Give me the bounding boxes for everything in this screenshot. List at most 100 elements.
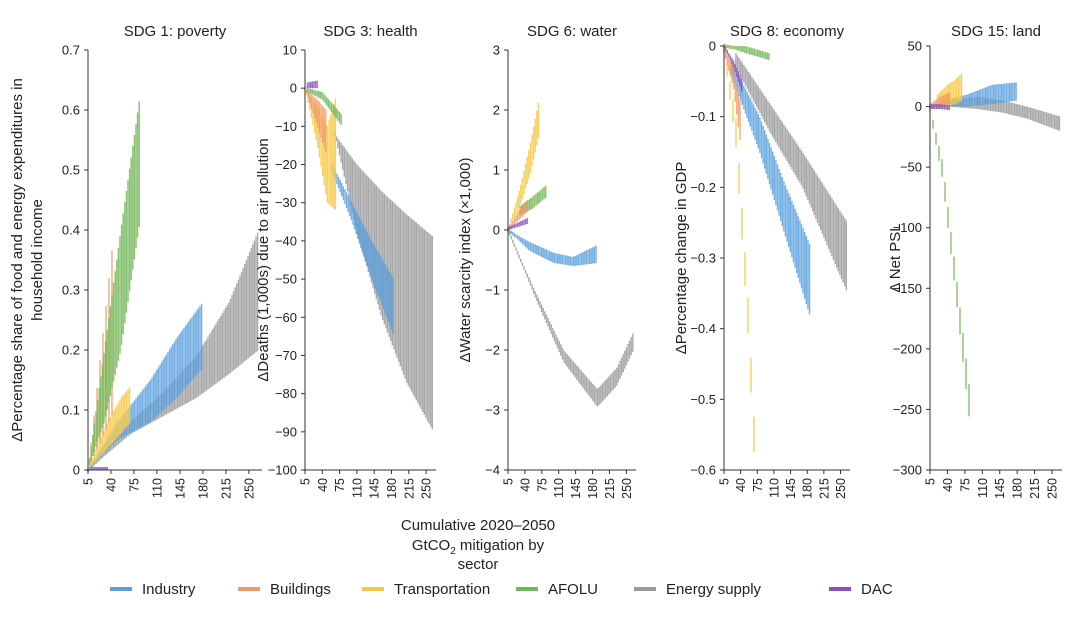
y-tick-label: −150 — [893, 281, 922, 296]
y-tick-label: 1 — [493, 163, 500, 178]
x-tick-label: 180 — [385, 478, 399, 499]
legend-label: Buildings — [270, 581, 331, 598]
y-tick-label: −3 — [485, 403, 500, 418]
panel-title: SDG 1: poverty — [124, 23, 227, 40]
x-tick-label: 215 — [402, 478, 416, 499]
x-tick-label: 215 — [603, 478, 617, 499]
y-tick-label: −60 — [275, 310, 297, 325]
x-tick-label: 40 — [941, 478, 955, 492]
x-axis-label-mitigation: mitigation by — [456, 537, 545, 554]
y-tick-label: 3 — [493, 43, 500, 58]
series-energy-supply — [735, 53, 847, 291]
x-tick-label: 5 — [502, 478, 516, 485]
series-afolu — [929, 106, 970, 417]
y-tick-label: −200 — [893, 341, 922, 356]
x-tick-label: 145 — [784, 478, 798, 499]
x-tick-label: 75 — [751, 478, 765, 492]
y-tick-label: 0 — [493, 223, 500, 238]
series-afolu — [87, 101, 140, 472]
y-tick-label: −50 — [275, 272, 297, 287]
y-tick-label: −0.2 — [690, 180, 716, 195]
y-tick-label: −0.4 — [690, 321, 716, 336]
x-tick-label: 40 — [104, 478, 118, 492]
y-axis-label: household income — [29, 199, 46, 321]
series-dac — [306, 80, 318, 89]
x-tick-label: 145 — [368, 478, 382, 499]
x-tick-label: 180 — [196, 478, 210, 499]
legend-label: AFOLU — [548, 581, 598, 598]
x-tick-label: 5 — [924, 478, 938, 485]
series-energy-supply — [507, 228, 634, 407]
x-axis-label-gtco: GtCO — [412, 537, 450, 554]
x-tick-label: 215 — [1028, 478, 1042, 499]
panel-1: SDG 1: poverty 0 0.1 0.2 0.3 0.4 0.5 0.6 0.7 5 40 7… — [9, 23, 262, 499]
y-tick-label: −0.6 — [690, 463, 716, 478]
panel-2: SDG 3: health 10 0 −10 −20 −30 −40 −50 −60 −70 −80… — [255, 23, 436, 499]
series-dac — [929, 104, 950, 111]
x-tick-label: 75 — [535, 478, 549, 492]
y-tick-label: 0.7 — [62, 43, 80, 58]
x-axis-label-line-2: GtCO2 mitigation by — [412, 537, 545, 557]
series-buildings — [723, 46, 741, 140]
y-tick-label: 10 — [283, 43, 297, 58]
x-tick-label: 180 — [801, 478, 815, 499]
x-tick-label: 110 — [150, 478, 164, 498]
series-afolu — [723, 44, 770, 60]
y-tick-label: 0 — [915, 99, 922, 114]
panel-title: SDG 6: water — [527, 23, 617, 40]
y-tick-label: −50 — [900, 160, 922, 175]
y-tick-label: 0.5 — [62, 163, 80, 178]
panel-title: SDG 15: land — [951, 23, 1041, 40]
panel-4: SDG 8: economy 0 −0.1 −0.2 −0.3 −0.4 −0.5 −0.65… — [673, 23, 850, 499]
y-axis-label: Δ Net PSL — [887, 223, 904, 292]
series-industry — [730, 60, 811, 315]
x-tick-label: 180 — [1011, 478, 1025, 499]
y-tick-label: −1 — [485, 283, 500, 298]
y-axis-label: ΔWater scarcity index (×1,000) — [457, 158, 474, 363]
y-tick-label: 0 — [290, 81, 297, 96]
x-tick-label: 250 — [420, 478, 434, 499]
series-transportation — [507, 102, 540, 232]
legend-item-industry: Industry — [110, 581, 196, 598]
x-tick-label: 145 — [569, 478, 583, 499]
y-tick-label: −10 — [275, 119, 297, 134]
x-tick-label: 145 — [993, 478, 1007, 499]
y-tick-label: −250 — [893, 402, 922, 417]
y-tick-label: −70 — [275, 348, 297, 363]
x-tick-label: 40 — [518, 478, 532, 492]
x-tick-label: 40 — [316, 478, 330, 492]
legend-label: Industry — [142, 581, 196, 598]
y-tick-label: −100 — [268, 463, 297, 478]
x-tick-label: 250 — [834, 478, 848, 499]
legend-item-energy-supply: Energy supply — [634, 581, 762, 598]
legend-item-transportation: Transportation — [362, 581, 490, 598]
legend-item-dac: DAC — [829, 581, 893, 598]
x-tick-label: 215 — [219, 478, 233, 499]
x-tick-label: 75 — [333, 478, 347, 492]
legend-item-afolu: AFOLU — [516, 581, 598, 598]
legend-label: Transportation — [394, 581, 490, 598]
legend-label: DAC — [861, 581, 893, 598]
y-tick-label: −0.3 — [690, 251, 716, 266]
y-tick-label: −0.5 — [690, 392, 716, 407]
series-afolu — [306, 88, 342, 125]
y-axis-label: ΔPercentage change in GDP — [673, 162, 690, 355]
y-axis-label: ΔDeaths (1,000s) due to air pollution — [255, 138, 272, 382]
x-tick-label: 110 — [350, 478, 364, 498]
y-tick-label: 0 — [709, 39, 716, 54]
y-tick-label: 0.4 — [62, 223, 80, 238]
x-tick-label: 110 — [767, 478, 781, 498]
y-tick-label: 0.2 — [62, 343, 80, 358]
series-industry — [331, 164, 394, 334]
y-tick-label: −300 — [893, 463, 922, 478]
y-tick-label: −20 — [275, 157, 297, 172]
y-tick-label: −30 — [275, 195, 297, 210]
series-transportation — [723, 46, 755, 453]
panel-title: SDG 3: health — [323, 23, 417, 40]
x-axis-label-subscript: 2 — [450, 546, 456, 557]
x-axis-label-line-1: Cumulative 2020–2050 — [401, 517, 555, 534]
x-tick-label: 110 — [976, 478, 990, 498]
